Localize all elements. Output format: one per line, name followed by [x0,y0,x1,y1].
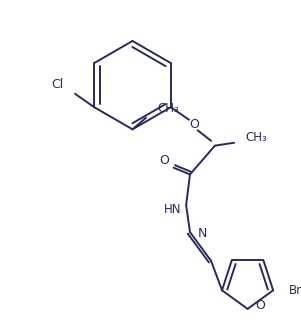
Text: O: O [159,154,169,166]
Text: Cl: Cl [51,78,64,91]
Text: O: O [189,118,199,131]
Text: CH₃: CH₃ [157,102,179,115]
Text: Br: Br [289,284,301,297]
Text: N: N [198,227,207,241]
Text: HN: HN [164,203,182,215]
Text: CH₃: CH₃ [246,131,267,145]
Text: O: O [255,298,265,312]
